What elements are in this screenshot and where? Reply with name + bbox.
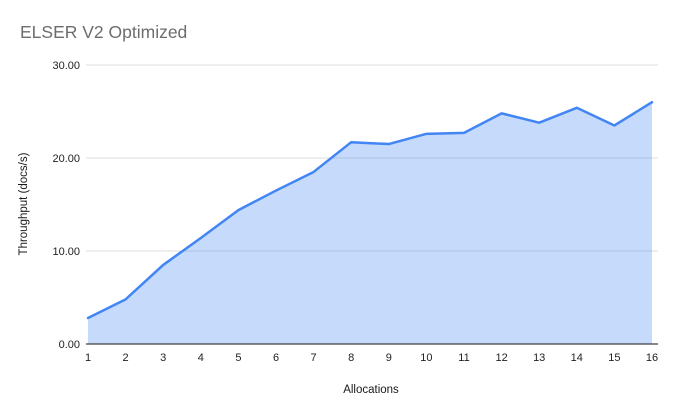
x-tick-label: 8	[348, 352, 354, 364]
series-line	[86, 100, 654, 320]
x-tick-label: 6	[273, 352, 279, 364]
x-tick-label: 2	[123, 352, 129, 364]
y-tick-label: 0.00	[59, 339, 80, 351]
x-axis-title: Allocations	[343, 384, 399, 396]
x-tick-label: 5	[235, 352, 241, 364]
x-tick-label: 11	[458, 352, 469, 364]
x-tick-label: 9	[386, 352, 392, 364]
x-tick-label: 3	[160, 352, 166, 364]
chart-title: ELSER V2 Optimized	[20, 22, 188, 42]
x-tick-label: 10	[420, 352, 432, 364]
y-tick-label: 30.00	[52, 60, 80, 72]
x-tick-label: 4	[198, 352, 204, 364]
x-tick-label: 16	[646, 352, 658, 364]
x-tick-label: 13	[533, 352, 545, 364]
area-fill	[88, 102, 652, 344]
y-tick-label: 10.00	[52, 246, 80, 258]
x-tick-label: 12	[495, 352, 507, 364]
x-tick-label: 1	[85, 352, 91, 364]
x-tick-label: 7	[311, 352, 317, 364]
x-tick-label: 15	[608, 352, 620, 364]
x-tick-label: 14	[571, 352, 583, 364]
y-tick-label: 20.00	[52, 153, 80, 165]
